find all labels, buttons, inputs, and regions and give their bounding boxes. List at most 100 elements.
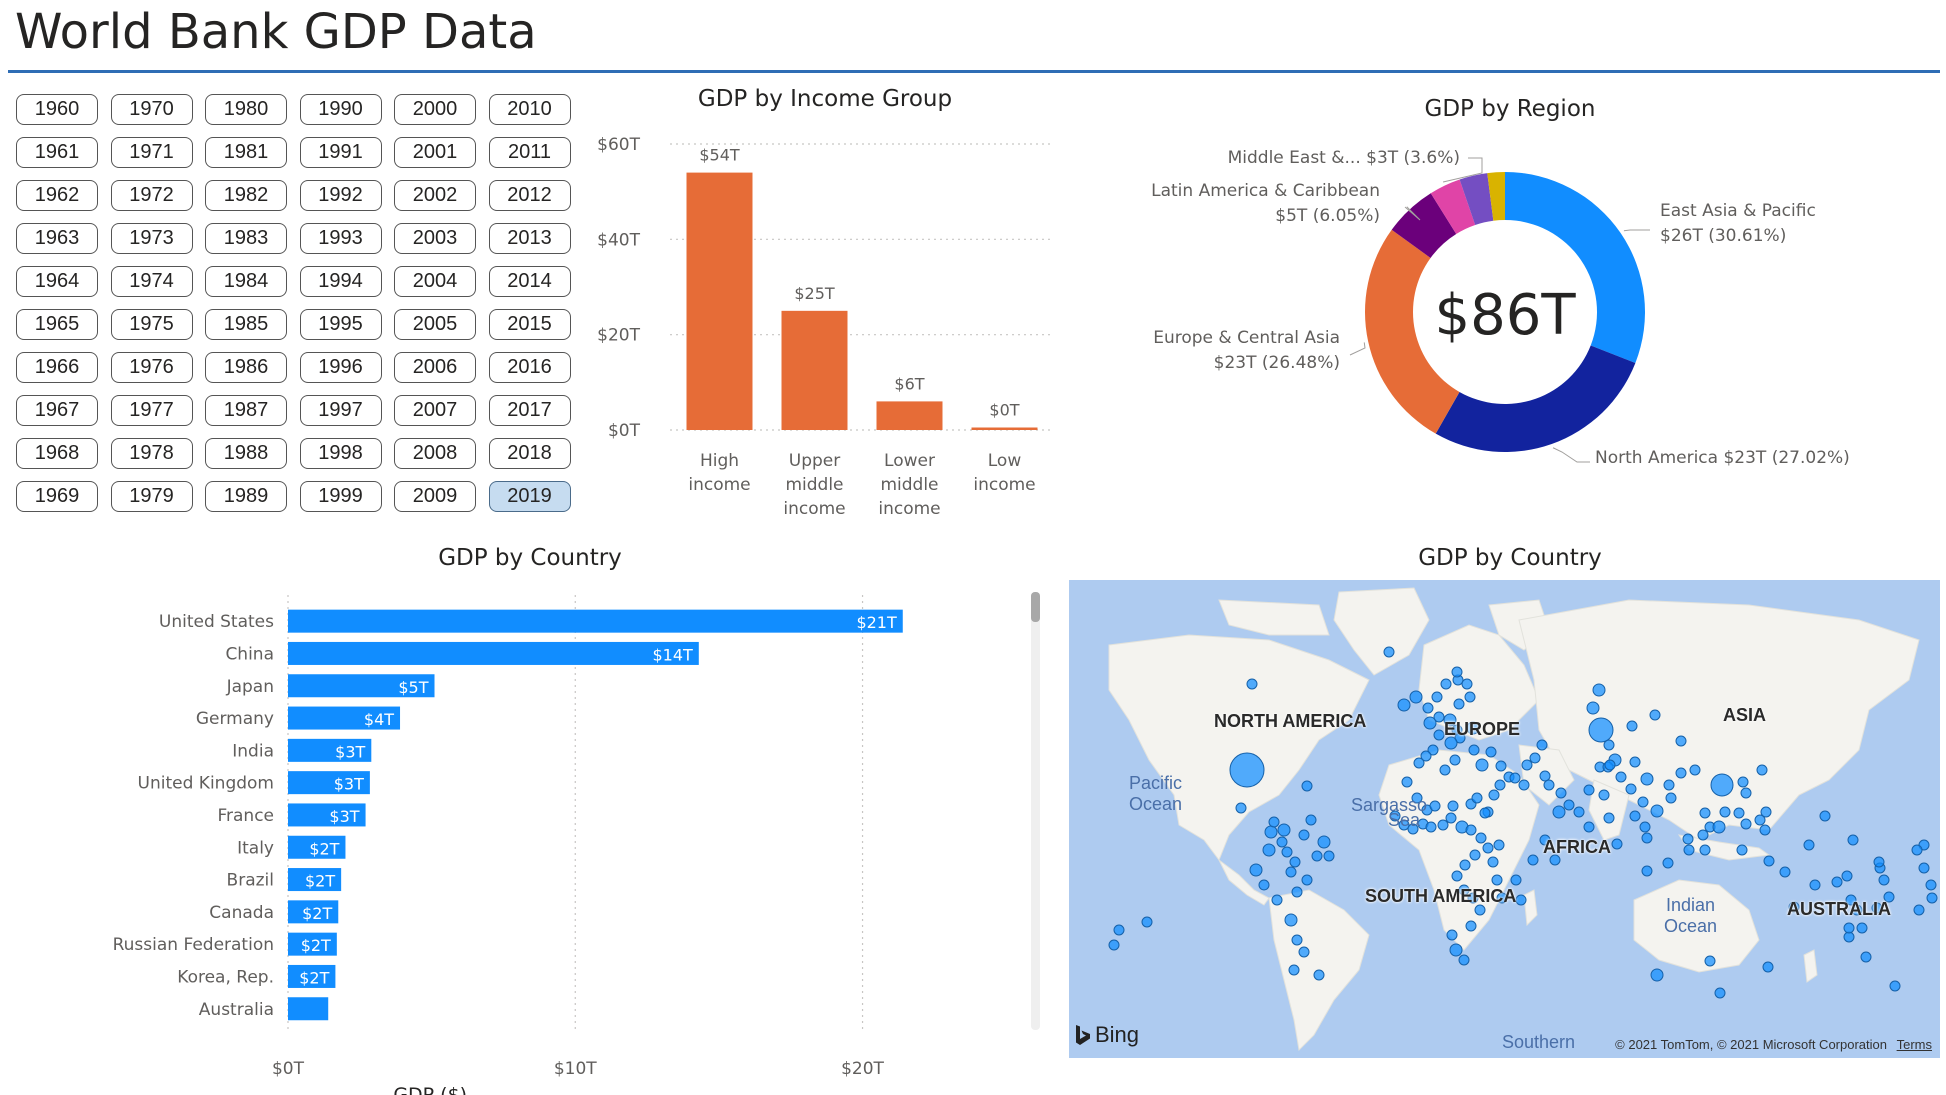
year-button-2019[interactable]: 2019 xyxy=(488,481,571,512)
year-button-1981[interactable]: 1981 xyxy=(205,137,287,168)
year-button-1996[interactable]: 1996 xyxy=(299,352,382,383)
ocean-label-pacific: Pacific Ocean xyxy=(1129,773,1182,815)
year-button-2009[interactable]: 2009 xyxy=(394,481,476,512)
country-bubble xyxy=(1762,961,1774,973)
income-y-tick: $20T xyxy=(597,326,640,346)
year-button-2002[interactable]: 2002 xyxy=(394,180,476,211)
year-button-1960[interactable]: 1960 xyxy=(16,94,98,125)
income-bar xyxy=(971,427,1038,430)
year-button-1990[interactable]: 1990 xyxy=(299,94,382,125)
ocean-label-sargasso-line2: Sea xyxy=(1388,810,1421,830)
region-label: Latin America & Caribbean xyxy=(1151,181,1380,201)
year-button-1970[interactable]: 1970 xyxy=(110,94,193,125)
year-button-1995[interactable]: 1995 xyxy=(299,309,382,340)
country-bubble xyxy=(1246,678,1258,690)
year-button-1989[interactable]: 1989 xyxy=(205,481,287,512)
map-label-africa: AFRICA xyxy=(1543,837,1611,857)
country-bubble xyxy=(1845,894,1857,906)
gdp-bubble-map[interactable]: NORTH AMERICA EUROPE ASIA AFRICA SOUTH A… xyxy=(1069,580,1940,1058)
year-button-1999[interactable]: 1999 xyxy=(299,481,382,512)
year-button-2005[interactable]: 2005 xyxy=(394,309,476,340)
year-button-1982[interactable]: 1982 xyxy=(205,180,287,211)
country-bubble xyxy=(1317,835,1331,849)
year-button-2014[interactable]: 2014 xyxy=(488,266,571,297)
year-button-1987[interactable]: 1987 xyxy=(205,395,287,426)
year-button-1962[interactable]: 1962 xyxy=(16,180,98,211)
region-callout-line xyxy=(1552,447,1590,463)
year-button-1986[interactable]: 1986 xyxy=(205,352,287,383)
country-bubble xyxy=(1515,894,1527,906)
map-terms-link[interactable]: Terms xyxy=(1896,1037,1932,1052)
year-button-1998[interactable]: 1998 xyxy=(299,438,382,469)
year-button-2006[interactable]: 2006 xyxy=(394,352,476,383)
year-button-1971[interactable]: 1971 xyxy=(110,137,193,168)
country-bubble xyxy=(1289,856,1301,868)
country-bubble xyxy=(1518,779,1530,791)
year-button-1961[interactable]: 1961 xyxy=(16,137,98,168)
year-button-1975[interactable]: 1975 xyxy=(110,309,193,340)
year-button-2010[interactable]: 2010 xyxy=(488,94,571,125)
year-button-2000[interactable]: 2000 xyxy=(394,94,476,125)
year-button-2001[interactable]: 2001 xyxy=(394,137,476,168)
year-button-1988[interactable]: 1988 xyxy=(205,438,287,469)
year-button-1965[interactable]: 1965 xyxy=(16,309,98,340)
year-button-1979[interactable]: 1979 xyxy=(110,481,193,512)
country-bubble xyxy=(1407,823,1419,835)
year-button-2007[interactable]: 2007 xyxy=(394,395,476,426)
year-button-2016[interactable]: 2016 xyxy=(488,352,571,383)
country-bubble xyxy=(1474,904,1486,916)
year-button-1978[interactable]: 1978 xyxy=(110,438,193,469)
year-button-1993[interactable]: 1993 xyxy=(299,223,382,254)
country-bubble xyxy=(1510,874,1522,886)
country-bubble xyxy=(1449,754,1461,766)
year-button-2017[interactable]: 2017 xyxy=(488,395,571,426)
chart-scrollbar-track[interactable] xyxy=(1031,592,1040,1030)
year-button-2013[interactable]: 2013 xyxy=(488,223,571,254)
year-button-2015[interactable]: 2015 xyxy=(488,309,571,340)
country-bubble xyxy=(1141,916,1153,928)
year-button-1972[interactable]: 1972 xyxy=(110,180,193,211)
year-button-2018[interactable]: 2018 xyxy=(488,438,571,469)
year-button-1968[interactable]: 1968 xyxy=(16,438,98,469)
income-category-label: Lower xyxy=(884,451,935,471)
year-button-1977[interactable]: 1977 xyxy=(110,395,193,426)
year-button-1985[interactable]: 1985 xyxy=(205,309,287,340)
year-button-1963[interactable]: 1963 xyxy=(16,223,98,254)
country-bubble xyxy=(1487,856,1499,868)
region-chart-title: GDP by Region xyxy=(1424,96,1596,122)
year-button-2003[interactable]: 2003 xyxy=(394,223,476,254)
year-button-1966[interactable]: 1966 xyxy=(16,352,98,383)
country-bubble xyxy=(1712,820,1726,834)
year-button-2012[interactable]: 2012 xyxy=(488,180,571,211)
income-category-label: Upper xyxy=(789,451,840,471)
year-button-2008[interactable]: 2008 xyxy=(394,438,476,469)
year-button-1973[interactable]: 1973 xyxy=(110,223,193,254)
year-button-1992[interactable]: 1992 xyxy=(299,180,382,211)
map-label-australia: AUSTRALIA xyxy=(1787,899,1891,919)
year-button-2011[interactable]: 2011 xyxy=(488,137,571,168)
year-button-1994[interactable]: 1994 xyxy=(299,266,382,297)
country-bar-label: $3T xyxy=(334,775,364,794)
bing-logo[interactable]: Bing xyxy=(1075,1022,1139,1048)
map-title: GDP by Country xyxy=(1418,545,1602,571)
year-button-1969[interactable]: 1969 xyxy=(16,481,98,512)
year-button-1980[interactable]: 1980 xyxy=(205,94,287,125)
country-bubble xyxy=(1604,759,1616,771)
year-button-1967[interactable]: 1967 xyxy=(16,395,98,426)
country-bar xyxy=(288,738,372,762)
country-bubble xyxy=(1588,717,1614,743)
region-value-label: $23T (26.48%) xyxy=(1214,353,1340,373)
country-bubble xyxy=(1831,876,1843,888)
year-button-1983[interactable]: 1983 xyxy=(205,223,287,254)
year-button-1976[interactable]: 1976 xyxy=(110,352,193,383)
year-button-1964[interactable]: 1964 xyxy=(16,266,98,297)
year-button-1984[interactable]: 1984 xyxy=(205,266,287,297)
year-button-2004[interactable]: 2004 xyxy=(394,266,476,297)
chart-scrollbar-thumb[interactable] xyxy=(1031,592,1040,622)
year-button-1991[interactable]: 1991 xyxy=(299,137,382,168)
country-bubble xyxy=(1446,929,1458,941)
year-button-1997[interactable]: 1997 xyxy=(299,395,382,426)
country-bubble xyxy=(1754,814,1766,826)
title-divider xyxy=(8,70,1940,73)
year-button-1974[interactable]: 1974 xyxy=(110,266,193,297)
